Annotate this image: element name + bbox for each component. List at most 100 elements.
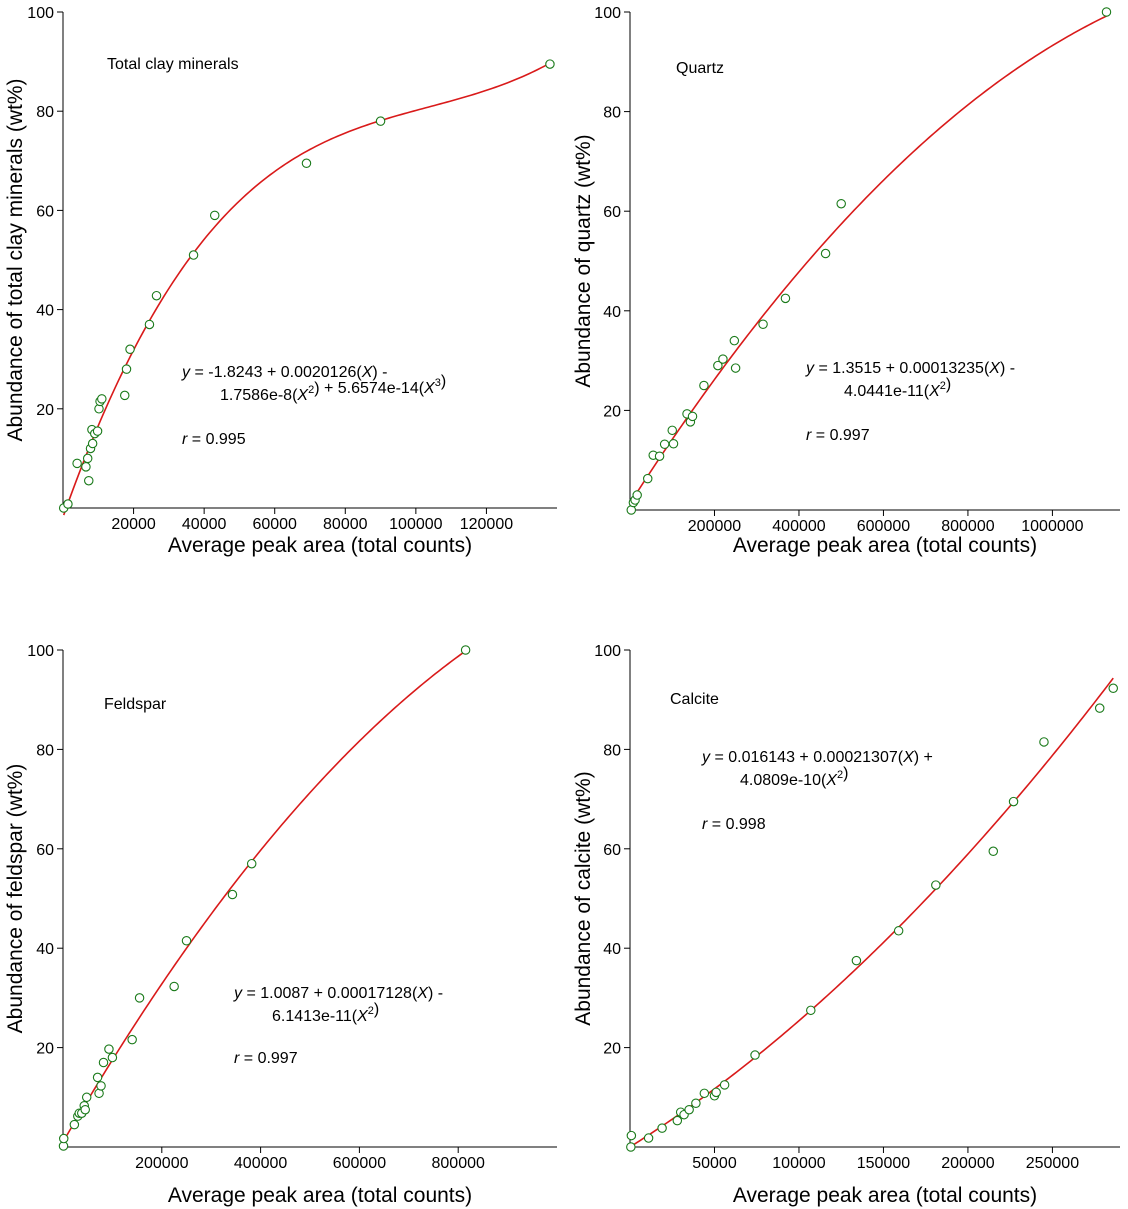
- data-point: [931, 880, 941, 890]
- data-point: [545, 59, 555, 69]
- y-tick-label: 100: [27, 5, 54, 22]
- equation-y-var: y: [701, 749, 711, 766]
- correlation-label: r = 0.997: [806, 427, 870, 444]
- equation-exponent: 3: [435, 377, 441, 389]
- x-tick-label: 150000: [857, 1155, 910, 1172]
- x-tick-label: 60000: [252, 516, 297, 533]
- panel-title: Feldspar: [104, 696, 167, 713]
- data-point: [104, 1044, 114, 1054]
- data-point: [301, 158, 312, 169]
- equation-text: = 0.016143 + 0.00021307(: [710, 749, 904, 766]
- y-tick-label: 100: [594, 5, 621, 22]
- correlation-label: r = 0.997: [234, 1050, 298, 1067]
- data-point: [246, 858, 257, 869]
- chart-panel-3: 20 40 60 80 100 200000 400000 600000 800000 Avera…: [4, 643, 557, 1207]
- data-point: [719, 1080, 730, 1090]
- data-point: [626, 1142, 636, 1152]
- data-point: [72, 458, 82, 469]
- x-axis-title: Average peak area (total counts): [733, 534, 1037, 557]
- x-tick-label: 400000: [772, 518, 825, 535]
- equation-exponent: 2: [368, 1005, 374, 1017]
- equation-text: ) +: [914, 749, 933, 766]
- data-point: [134, 993, 145, 1003]
- equation-text: 6.1413e-11(: [272, 1008, 358, 1025]
- y-axis-title: Abundance of feldspar (wt%): [4, 764, 27, 1034]
- data-point: [659, 439, 670, 450]
- equation-text: ): [374, 1001, 379, 1018]
- y-tick-label: 100: [594, 643, 621, 660]
- equation-exponent: 2: [837, 769, 843, 781]
- data-point: [169, 981, 179, 992]
- equation-line-2: 6.1413e-11(X2): [272, 1001, 379, 1025]
- data-point: [699, 1088, 710, 1099]
- data-point: [97, 394, 107, 404]
- equation-line-1: y = 1.0087 + 0.00017128(X) -: [233, 985, 443, 1002]
- equation-x-var: X: [988, 360, 1001, 377]
- y-tick-label: 80: [36, 104, 54, 121]
- data-point: [626, 1130, 637, 1141]
- x-tick-label: 80000: [323, 516, 368, 533]
- data-point: [851, 955, 862, 966]
- equation-line-2: 4.0809e-10(X2): [740, 765, 848, 789]
- equation-line-1: y = 0.016143 + 0.00021307(X) +: [701, 749, 933, 766]
- data-point: [82, 453, 93, 464]
- data-point: [642, 473, 653, 484]
- correlation-r-var: r: [702, 816, 708, 833]
- data-point: [69, 1119, 80, 1130]
- equation-text: ) -: [428, 985, 443, 1002]
- data-point: [96, 1081, 106, 1091]
- equation-text: ): [946, 376, 951, 393]
- data-point: [87, 438, 98, 449]
- data-point: [84, 475, 94, 486]
- data-point: [1008, 796, 1019, 807]
- data-point: [121, 364, 132, 374]
- y-tick-label: 100: [27, 643, 54, 660]
- equation-text: ) -: [1000, 360, 1015, 377]
- data-point: [98, 1057, 109, 1068]
- data-point: [780, 293, 791, 304]
- equation-exponent: 2: [940, 380, 946, 392]
- x-tick-label: 20000: [111, 516, 156, 533]
- x-tick-label: 100000: [772, 1155, 825, 1172]
- data-point: [92, 426, 103, 436]
- data-point: [1094, 703, 1105, 713]
- data-point: [81, 1092, 92, 1103]
- data-point: [713, 360, 723, 371]
- y-tick-label: 60: [603, 842, 621, 859]
- equation-exponent: 2: [308, 384, 314, 396]
- data-point: [125, 344, 135, 355]
- correlation-value: = 0.997: [239, 1050, 297, 1067]
- correlation-value: = 0.997: [811, 427, 869, 444]
- data-point: [188, 250, 199, 260]
- equation-x-var: X: [356, 1008, 369, 1025]
- data-point: [820, 248, 831, 259]
- equation-line-2: 1.7586e-8(X2) + 5.6574e-14(X3): [220, 373, 446, 404]
- y-tick-label: 40: [603, 304, 621, 321]
- data-point: [144, 319, 155, 330]
- correlation-label: r = 0.995: [182, 431, 246, 448]
- data-point: [1039, 737, 1049, 747]
- data-point: [632, 490, 642, 500]
- data-point: [1108, 683, 1118, 694]
- equation-text: = -1.8243 + 0.0020126(: [190, 364, 362, 381]
- correlation-value: = 0.998: [707, 816, 765, 833]
- data-point: [127, 1034, 137, 1045]
- equation-y-var: y: [233, 985, 243, 1002]
- y-tick-label: 60: [36, 203, 54, 220]
- y-tick-label: 20: [36, 402, 54, 419]
- equation-line-2: 4.0441e-11(X2): [844, 376, 951, 400]
- equation-text: 4.0809e-10(: [740, 772, 827, 789]
- data-point: [730, 363, 741, 373]
- correlation-r-var: r: [806, 427, 812, 444]
- y-tick-label: 60: [36, 842, 54, 859]
- data-point: [58, 1133, 69, 1144]
- panel-title: Quartz: [676, 60, 724, 77]
- equation-y-var: y: [805, 360, 815, 377]
- data-point: [80, 1104, 90, 1115]
- equation-text: 1.7586e-8(: [220, 387, 298, 404]
- data-point: [750, 1050, 760, 1060]
- equation-x-var: X: [928, 383, 941, 400]
- data-point: [672, 1115, 683, 1126]
- data-point: [687, 411, 698, 422]
